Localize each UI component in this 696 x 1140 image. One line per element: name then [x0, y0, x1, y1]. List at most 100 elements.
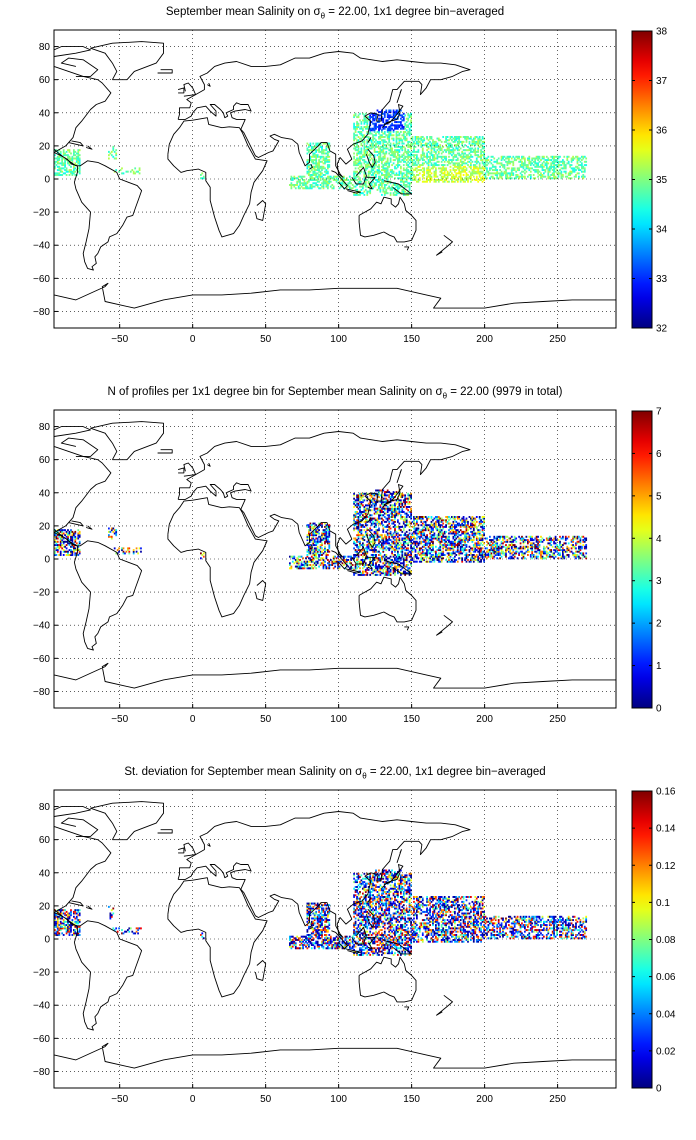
data-bin [383, 547, 386, 550]
data-bin [398, 527, 401, 530]
data-bin [389, 142, 392, 145]
data-bin [395, 126, 398, 128]
data-bin [503, 172, 506, 175]
data-bin [456, 149, 459, 152]
data-bin [405, 192, 408, 195]
data-bin [449, 170, 452, 173]
data-bin [64, 152, 66, 155]
data-bin [296, 177, 299, 180]
data-bin [423, 144, 426, 147]
data-bin [386, 179, 389, 181]
data-bin [455, 165, 458, 168]
data-bin [410, 114, 412, 117]
data-bin [59, 152, 62, 155]
data-bin [362, 136, 364, 138]
data-bin [557, 162, 560, 165]
data-bin [362, 192, 364, 195]
data-bin [392, 129, 395, 132]
data-bin [459, 179, 462, 181]
data-bin [398, 157, 401, 160]
data-bin [448, 149, 450, 152]
data-bin [508, 159, 510, 162]
data-bin [325, 185, 328, 188]
data-bin [421, 140, 424, 143]
data-bin [65, 535, 68, 538]
data-bin [340, 182, 342, 185]
data-bin [366, 142, 369, 145]
data-bin [423, 559, 426, 561]
data-bin [392, 139, 395, 142]
data-bin [369, 139, 372, 142]
data-bin [366, 193, 369, 196]
data-bin [357, 555, 360, 558]
data-bin [413, 520, 415, 523]
data-bin [291, 555, 294, 558]
data-bin [359, 112, 361, 115]
data-bin [369, 544, 372, 547]
data-bin [67, 537, 69, 540]
data-bin [455, 175, 458, 178]
data-bin [404, 557, 407, 560]
data-bin [391, 545, 393, 548]
data-bin [382, 497, 385, 500]
data-bin [378, 124, 380, 127]
data-bin [401, 552, 404, 555]
data-bin [327, 559, 329, 561]
data-bin [411, 172, 414, 175]
data-bin [383, 185, 386, 188]
data-bin [389, 127, 392, 130]
data-bin [375, 504, 377, 507]
data-bin [449, 152, 452, 155]
data-bin [124, 552, 126, 555]
data-bin [402, 119, 405, 122]
data-bin [445, 159, 447, 162]
data-bin [64, 162, 66, 165]
y-tick-label: 80 [39, 42, 51, 53]
data-bin [471, 147, 474, 150]
data-bin [462, 149, 465, 152]
data-bin [54, 172, 56, 175]
data-bin [582, 155, 585, 158]
data-bin [391, 137, 393, 140]
data-bin [359, 127, 361, 130]
data-bin [494, 174, 497, 176]
data-bin [348, 175, 351, 178]
data-bin [413, 532, 415, 535]
data-bin [417, 165, 420, 168]
data-bin [359, 165, 361, 168]
data-bin [356, 506, 358, 508]
data-bin [372, 134, 374, 137]
data-bin [452, 164, 455, 167]
data-bin [78, 159, 81, 162]
data-bin [382, 132, 385, 135]
data-bin [325, 152, 328, 155]
data-bin [483, 152, 485, 155]
data-bin [531, 167, 534, 170]
data-bin [432, 159, 434, 162]
data-bin [398, 537, 401, 540]
data-bin [397, 159, 399, 162]
data-bin [381, 542, 383, 545]
data-bin [379, 155, 382, 158]
data-bin [379, 568, 382, 571]
data-bin [394, 112, 396, 115]
data-bin [366, 149, 369, 152]
data-bin [401, 539, 404, 542]
data-bin [363, 179, 366, 181]
data-bin [451, 177, 453, 180]
data-bin [300, 562, 303, 565]
data-bin [528, 155, 531, 158]
data-bin [400, 501, 402, 504]
data-bin [382, 555, 385, 558]
data-bin [537, 172, 539, 175]
data-bin [410, 555, 412, 558]
data-bin [364, 532, 367, 535]
data-bin [363, 154, 366, 157]
data-bin [328, 542, 331, 545]
data-bin [389, 527, 392, 530]
data-bin [367, 170, 370, 173]
data-bin [408, 554, 411, 556]
data-bin [522, 164, 525, 167]
data-bin [318, 522, 320, 525]
data-bin [319, 540, 322, 543]
